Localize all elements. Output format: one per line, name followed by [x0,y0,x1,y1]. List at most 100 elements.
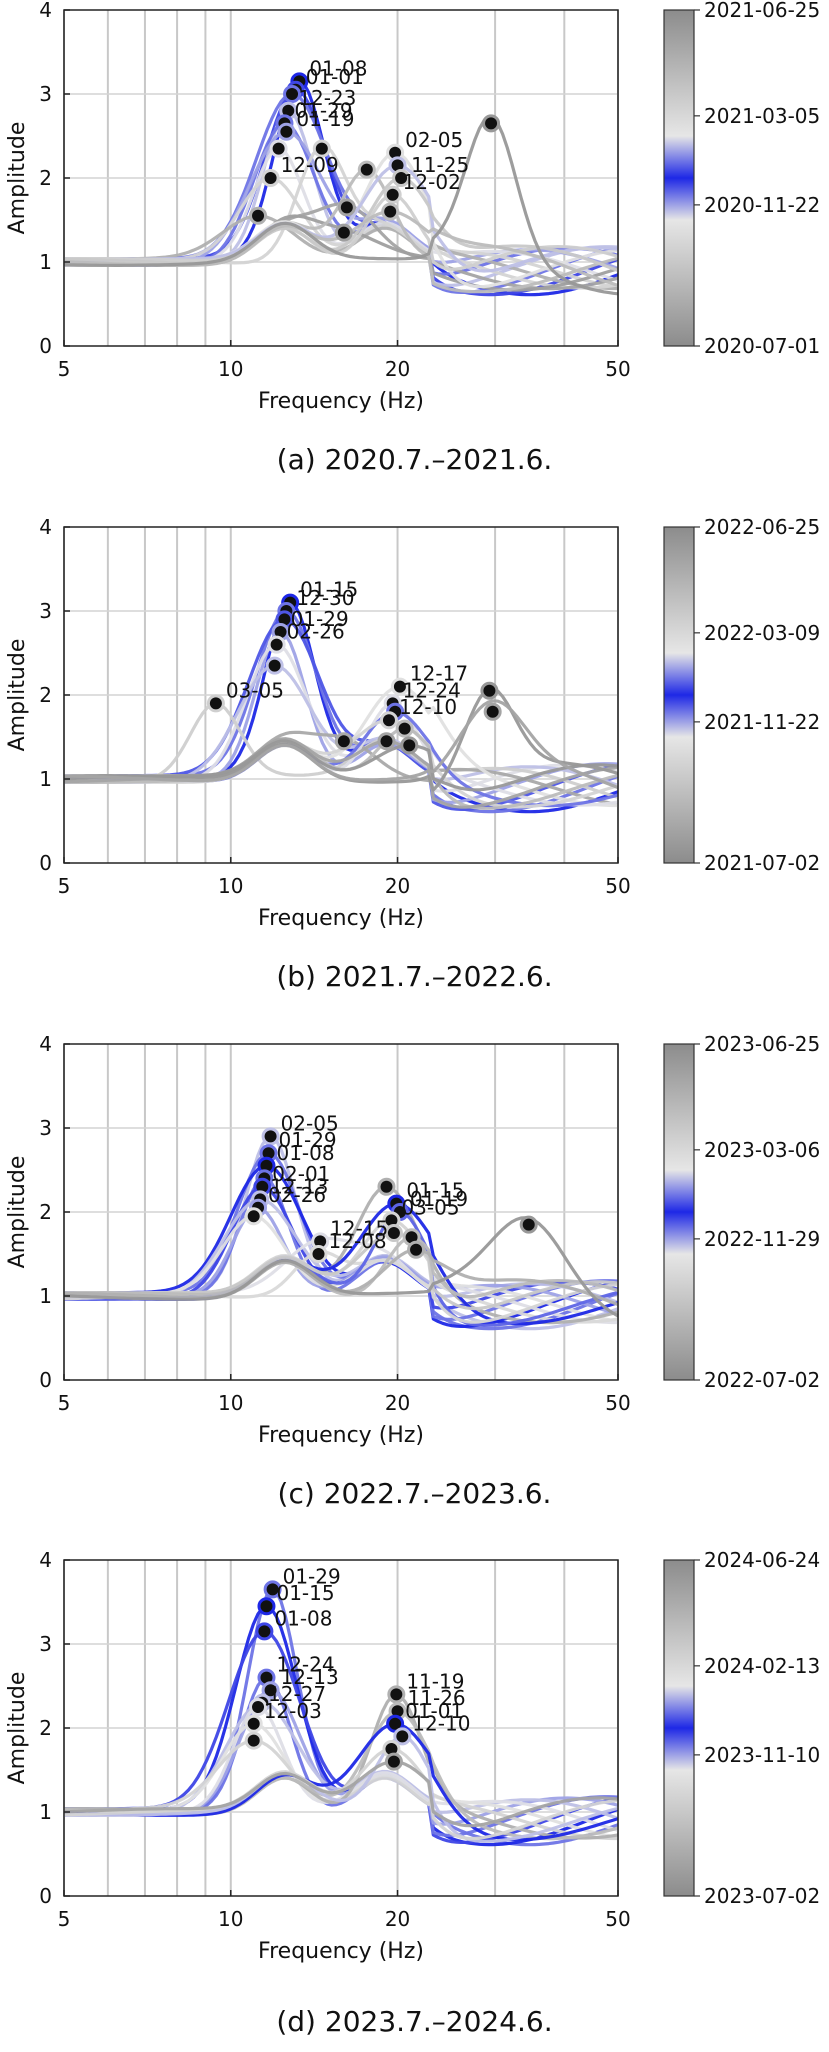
peak-label: 12-09 [281,153,339,177]
x-tick-label: 5 [58,357,71,381]
y-tick-label: 4 [39,1548,52,1572]
x-tick-label: 5 [58,874,71,898]
peak-marker [283,85,302,103]
colorbar-label: 2020-07-01 [704,334,820,358]
y-tick-label: 3 [39,599,52,623]
peak-marker [384,1752,403,1771]
peak-label: 03-05 [226,678,284,702]
x-tick-label: 20 [385,1391,410,1415]
peak-label: 01-29 [294,98,352,122]
peak-marker [383,185,402,204]
peak-label: 01-15 [276,1581,334,1605]
peak-label: 12-17 [410,662,468,686]
peak-label: 02-05 [405,128,463,152]
y-tick-label: 4 [39,0,52,22]
x-axis-label: Frequency (Hz) [258,906,424,931]
x-tick-label: 20 [385,357,410,381]
y-tick-label: 3 [39,1116,52,1140]
peak-label: 11-19 [406,1669,464,1693]
peak-label: 11-26 [408,1686,466,1710]
colorbar-label: 2023-03-06 [704,1138,820,1162]
x-tick-label: 50 [605,874,630,898]
colorbar-label: 2021-07-02 [704,851,820,875]
peak-label: 02-01 [272,1162,330,1186]
colorbar-label: 2022-06-25 [704,515,820,539]
colorbar-label: 2023-07-02 [704,1884,820,1908]
peak-marker [381,202,400,221]
peak-label: 02-05 [281,1111,339,1135]
peak-label: 02-26 [287,620,345,644]
x-tick-label: 5 [58,1907,71,1931]
y-tick-label: 0 [39,334,52,358]
y-tick-label: 1 [39,1800,52,1824]
x-axis-label: Frequency (Hz) [258,1939,424,1964]
y-tick-label: 0 [39,1368,52,1392]
y-tick-label: 3 [39,82,52,106]
peak-label: 03-05 [401,1195,459,1219]
peak-marker [334,223,353,242]
colorbar [663,1043,695,1381]
caption-a: (a) 2020.7.–2021.6. [276,443,553,476]
peak-marker [261,1127,280,1146]
colorbar-label: 2021-03-05 [704,104,820,128]
peak-marker [249,206,268,225]
y-tick-label: 4 [39,515,52,539]
x-axis-label: Frequency (Hz) [258,389,424,414]
peak-marker [257,1597,276,1616]
colorbar-label: 2023-06-25 [704,1032,820,1056]
peak-label: 12-08 [329,1229,387,1253]
peak-label: 01-19 [410,1187,468,1211]
peak-label: 01-19 [296,107,354,131]
peak-label: 01-15 [300,578,358,602]
peak-marker [395,719,414,738]
y-axis-label: Amplitude [5,1672,30,1785]
y-tick-label: 2 [39,1200,52,1224]
peak-marker [244,1731,263,1750]
colorbar-label: 2020-11-22 [704,193,820,217]
peak-marker [377,1177,396,1196]
colorbar [663,1559,695,1897]
colorbar-label: 2021-06-25 [704,0,820,22]
x-tick-label: 50 [605,1391,630,1415]
y-tick-label: 4 [39,1032,52,1056]
peak-label: 12-24 [403,678,461,702]
peak-marker [379,711,398,730]
y-tick-label: 2 [39,683,52,707]
x-tick-label: 10 [218,874,243,898]
peak-marker [312,139,331,158]
peak-marker [309,1245,328,1263]
peak-marker [277,122,296,141]
peak-label: 02-26 [268,1183,326,1207]
peak-marker [387,1685,406,1704]
peak-marker [392,169,411,187]
colorbar [663,9,695,347]
peak-marker [269,139,288,158]
y-tick-label: 0 [39,851,52,875]
x-tick-label: 50 [605,1907,630,1931]
y-tick-label: 2 [39,1716,52,1740]
colorbar-label: 2022-11-29 [704,1227,820,1251]
peak-marker [337,198,356,217]
colorbar [663,526,695,864]
peak-label: 12-10 [412,1711,470,1735]
peak-label: 12-23 [298,86,356,110]
peak-label: 01-01 [306,65,364,89]
y-axis-label: Amplitude [5,639,30,752]
chart-panel-3: 02-0501-2901-0802-0112-1302-2612-1512-08… [5,1032,820,1448]
series-line [63,115,619,296]
colorbar-label: 2022-07-02 [704,1368,820,1392]
peak-marker [400,736,419,755]
caption-b: (b) 2021.7.–2022.6. [276,960,553,993]
peak-marker [393,1727,412,1746]
colorbar-label: 2023-11-10 [704,1743,820,1767]
peak-label: 12-15 [330,1216,388,1240]
series-line [63,176,619,273]
caption-d: (d) 2023.7.–2024.6. [276,2005,553,2038]
peak-marker [261,169,280,187]
peak-label: 01-08 [276,1141,334,1165]
peak-label: 01-29 [291,607,349,631]
x-tick-label: 5 [58,1391,71,1415]
y-axis-label: Amplitude [5,1156,30,1269]
